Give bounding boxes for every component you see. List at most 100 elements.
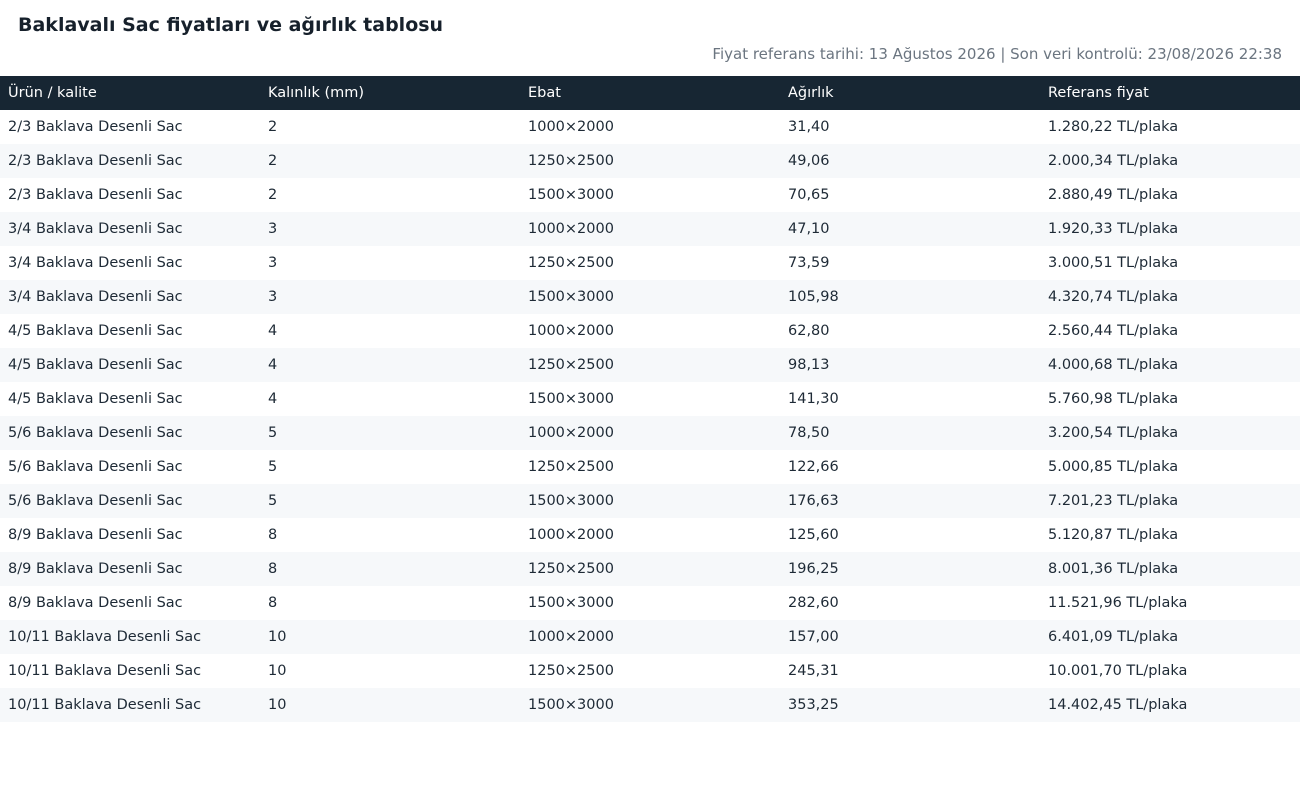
- table-row: 10/11 Baklava Desenli Sac 10 1250×2500 245,…: [0, 654, 1300, 688]
- table-cell: 47,10: [788, 221, 830, 237]
- table-cell: 1500×3000: [528, 595, 614, 611]
- table-cell: 5: [268, 493, 278, 509]
- table-cell: 8/9 Baklava Desenli Sac: [8, 527, 183, 543]
- table-cell: 8.001,36 TL/plaka: [1048, 561, 1179, 577]
- table-row: 10/11 Baklava Desenli Sac 10 1000×2000 157,…: [0, 620, 1300, 654]
- table-cell: 1000×2000: [528, 221, 614, 237]
- table-cell: 141,30: [788, 391, 839, 407]
- table-cell: 8: [268, 561, 278, 577]
- table-body: 2/3 Baklava Desenli Sac 2 1000×2000 31,40 1.…: [0, 110, 1300, 722]
- table-cell: 2: [268, 119, 278, 135]
- table-cell: 1.280,22 TL/plaka: [1048, 119, 1179, 135]
- table-cell: 3/4 Baklava Desenli Sac: [8, 221, 183, 237]
- table-cell: 105,98: [788, 289, 839, 305]
- table-row: 3/4 Baklava Desenli Sac 3 1500×3000 105,98 4…: [0, 280, 1300, 314]
- table-cell: 1500×3000: [528, 493, 614, 509]
- header-row: Ürün / kalite Kalınlık (mm) Ebat Ağırlık Ref…: [0, 76, 1300, 110]
- table-cell: 122,66: [788, 459, 839, 475]
- table-cell: 1250×2500: [528, 459, 614, 475]
- table-cell: 2/3 Baklava Desenli Sac: [8, 153, 183, 169]
- table-cell: 2.880,49 TL/plaka: [1048, 187, 1179, 203]
- table-cell: 1250×2500: [528, 255, 614, 271]
- table-row: 2/3 Baklava Desenli Sac 2 1000×2000 31,40 1.…: [0, 110, 1300, 144]
- table-row: 8/9 Baklava Desenli Sac 8 1000×2000 125,60 5…: [0, 518, 1300, 552]
- table-cell: 1500×3000: [528, 289, 614, 305]
- table-cell: 1250×2500: [528, 663, 614, 679]
- table-cell: 3.200,54 TL/plaka: [1048, 425, 1179, 441]
- table-cell: 1250×2500: [528, 561, 614, 577]
- table-cell: 1500×3000: [528, 187, 614, 203]
- table-row: 8/9 Baklava Desenli Sac 8 1250×2500 196,25 8…: [0, 552, 1300, 586]
- table-cell: 8/9 Baklava Desenli Sac: [8, 595, 183, 611]
- table-cell: 4: [268, 323, 278, 339]
- table-cell: 4/5 Baklava Desenli Sac: [8, 391, 183, 407]
- table-cell: 6.401,09 TL/plaka: [1048, 629, 1179, 645]
- table-row: 3/4 Baklava Desenli Sac 3 1250×2500 73,59 3.…: [0, 246, 1300, 280]
- page-title: Baklavalı Sac fiyatları ve ağırlık tablo…: [18, 14, 444, 36]
- table-row: 3/4 Baklava Desenli Sac 3 1000×2000 47,10 1.…: [0, 212, 1300, 246]
- table-row: 4/5 Baklava Desenli Sac 4 1000×2000 62,80 2.…: [0, 314, 1300, 348]
- table-row: 2/3 Baklava Desenli Sac 2 1500×3000 70,65 2.…: [0, 178, 1300, 212]
- table-cell: 14.402,45 TL/plaka: [1048, 697, 1188, 713]
- table-cell: 4/5 Baklava Desenli Sac: [8, 357, 183, 373]
- table-cell: 1250×2500: [528, 357, 614, 373]
- table-cell: 2.000,34 TL/plaka: [1048, 153, 1179, 169]
- table-cell: 1250×2500: [528, 153, 614, 169]
- table-cell: 31,40: [788, 119, 830, 135]
- table-cell: 1.920,33 TL/plaka: [1048, 221, 1179, 237]
- table-cell: 245,31: [788, 663, 839, 679]
- table-cell: 1000×2000: [528, 629, 614, 645]
- table-cell: 2/3 Baklava Desenli Sac: [8, 119, 183, 135]
- table-cell: 70,65: [788, 187, 830, 203]
- table-cell: 4/5 Baklava Desenli Sac: [8, 323, 183, 339]
- table-cell: 353,25: [788, 697, 839, 713]
- table-cell: 2: [268, 153, 278, 169]
- table-cell: 8: [268, 595, 278, 611]
- table-cell: 1000×2000: [528, 119, 614, 135]
- table-cell: 4: [268, 357, 278, 373]
- table-cell: 2: [268, 187, 278, 203]
- column-header: Ağırlık: [780, 76, 1040, 110]
- table-cell: 10/11 Baklava Desenli Sac: [8, 629, 202, 645]
- table-cell: 3/4 Baklava Desenli Sac: [8, 255, 183, 271]
- table-cell: 3: [268, 221, 278, 237]
- table-row: 5/6 Baklava Desenli Sac 5 1500×3000 176,63 7…: [0, 484, 1300, 518]
- column-header: Kalınlık (mm): [260, 76, 520, 110]
- table-cell: 5.120,87 TL/plaka: [1048, 527, 1179, 543]
- table-cell: 3.000,51 TL/plaka: [1048, 255, 1179, 271]
- table-cell: 10/11 Baklava Desenli Sac: [8, 697, 202, 713]
- table-cell: 62,80: [788, 323, 830, 339]
- table-cell: 49,06: [788, 153, 830, 169]
- column-header: Referans fiyat: [1040, 76, 1300, 110]
- column-header: Ürün / kalite: [0, 76, 260, 110]
- table-cell: 10.001,70 TL/plaka: [1048, 663, 1188, 679]
- table-row: 4/5 Baklava Desenli Sac 4 1250×2500 98,13 4.…: [0, 348, 1300, 382]
- table-cell: 1500×3000: [528, 697, 614, 713]
- table-row: 2/3 Baklava Desenli Sac 2 1250×2500 49,06 2.…: [0, 144, 1300, 178]
- table-cell: 5/6 Baklava Desenli Sac: [8, 459, 183, 475]
- table-cell: 5.760,98 TL/plaka: [1048, 391, 1179, 407]
- table-row: 4/5 Baklava Desenli Sac 4 1500×3000 141,30 5…: [0, 382, 1300, 416]
- table-cell: 5: [268, 425, 278, 441]
- table-cell: 98,13: [788, 357, 830, 373]
- table-cell: 10: [268, 629, 287, 645]
- table-cell: 176,63: [788, 493, 839, 509]
- table-cell: 3/4 Baklava Desenli Sac: [8, 289, 183, 305]
- table-cell: 4.320,74 TL/plaka: [1048, 289, 1179, 305]
- price-table: Ürün / kalite Kalınlık (mm) Ebat Ağırlık Ref…: [0, 76, 1300, 722]
- table-cell: 8/9 Baklava Desenli Sac: [8, 561, 183, 577]
- table-cell: 10: [268, 663, 287, 679]
- table-cell: 4: [268, 391, 278, 407]
- table-cell: 5/6 Baklava Desenli Sac: [8, 493, 183, 509]
- table-cell: 282,60: [788, 595, 839, 611]
- table-row: 8/9 Baklava Desenli Sac 8 1500×3000 282,60 1…: [0, 586, 1300, 620]
- table-row: 10/11 Baklava Desenli Sac 10 1500×3000 353,…: [0, 688, 1300, 722]
- table-cell: 73,59: [788, 255, 830, 271]
- table-cell: 1000×2000: [528, 527, 614, 543]
- table-cell: 2.560,44 TL/plaka: [1048, 323, 1179, 339]
- table-cell: 3: [268, 255, 278, 271]
- table-cell: 78,50: [788, 425, 830, 441]
- table-cell: 1000×2000: [528, 323, 614, 339]
- column-header: Ebat: [520, 76, 780, 110]
- table-cell: 5: [268, 459, 278, 475]
